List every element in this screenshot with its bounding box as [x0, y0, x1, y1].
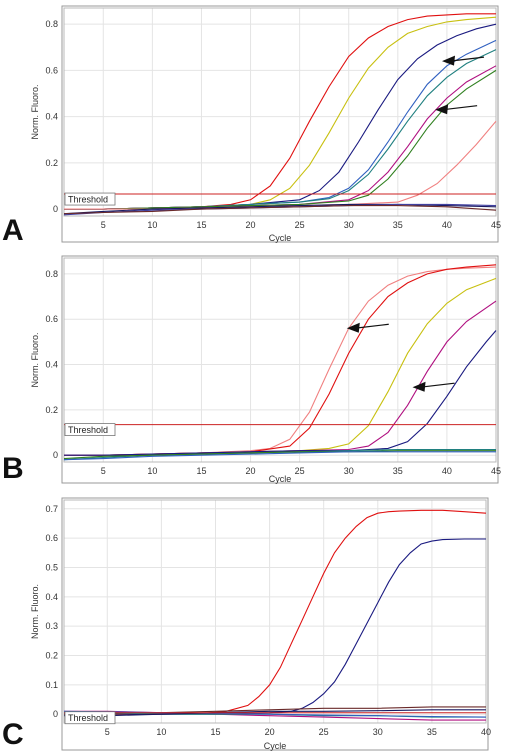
x-tick-label: 35 — [393, 220, 403, 230]
y-tick-label: 0.6 — [45, 65, 58, 75]
x-tick-label: 30 — [344, 220, 354, 230]
y-tick-label: 0.4 — [45, 360, 58, 370]
y-tick-label: 0.8 — [45, 269, 58, 279]
x-tick-label: 15 — [210, 727, 220, 737]
series-line-7 — [63, 450, 496, 460]
y-tick-label: 0 — [53, 450, 58, 460]
arrow-head — [346, 322, 360, 333]
y-tick-label: 0.4 — [45, 112, 58, 122]
chart-panel-a: 5 10 15 20 25 30 35 40 45 0 0.2 0.4 0.6 0.8 Cycle Norm.… — [30, 5, 501, 243]
y-tick-label: 0.7 — [45, 504, 58, 514]
annotation-arrow — [442, 55, 485, 66]
x-tick-label: 35 — [393, 466, 403, 476]
x-axis-label: Cycle — [269, 474, 292, 484]
x-tick-label: 20 — [246, 466, 256, 476]
chart-panel-b: 5 10 15 20 25 30 35 40 45 0 0.2 0.4 0.6 0.8 Cycle Norm.… — [30, 255, 501, 484]
annotation-arrow — [412, 381, 455, 392]
x-tick-label: 25 — [295, 466, 305, 476]
chart-frame — [61, 255, 499, 484]
x-tick-label: 35 — [427, 727, 437, 737]
y-axis-label: Norm. Fluoro. — [30, 332, 40, 387]
x-tick-label: 5 — [105, 727, 110, 737]
y-axis-label: Norm. Fluoro. — [30, 84, 40, 139]
arrow-shaft — [449, 56, 485, 62]
annotation-arrow — [346, 322, 389, 333]
x-tick-label: 40 — [442, 220, 452, 230]
y-tick-label: 0.8 — [45, 19, 58, 29]
x-tick-label: 10 — [147, 220, 157, 230]
annotation-arrow — [435, 104, 478, 115]
y-tick-label: 0.4 — [45, 592, 58, 602]
x-tick-label: 10 — [147, 466, 157, 476]
x-tick-label: 30 — [373, 727, 383, 737]
threshold-label-box — [64, 423, 116, 437]
plot-area — [63, 257, 497, 463]
series-line-9 — [63, 203, 497, 215]
series-line-5 — [64, 330, 497, 456]
threshold-label: Threshold — [68, 425, 108, 435]
x-axis-label: Cycle — [269, 233, 292, 243]
arrow-shaft — [354, 323, 389, 329]
panel-label-c: C — [2, 718, 24, 751]
y-tick-label: 0 — [53, 709, 58, 719]
arrow-shaft — [443, 105, 478, 111]
panel-label-a: A — [2, 214, 24, 247]
series-line-6 — [63, 710, 487, 718]
panel-label-b: B — [2, 452, 24, 485]
arrow-head — [435, 104, 449, 115]
y-tick-label: 0.3 — [45, 621, 58, 631]
x-tick-label: 10 — [156, 727, 166, 737]
arrow-shaft — [420, 382, 455, 388]
arrow-head — [412, 381, 426, 392]
x-tick-label: 25 — [295, 220, 305, 230]
y-axis-label: Norm. Fluoro. — [30, 584, 40, 639]
threshold-label: Threshold — [68, 713, 108, 723]
x-tick-label: 20 — [265, 727, 275, 737]
y-tick-label: 0.1 — [45, 680, 58, 690]
x-tick-label: 40 — [481, 727, 491, 737]
series-line-7 — [64, 709, 486, 717]
x-tick-label: 5 — [101, 466, 106, 476]
threshold-label: Threshold — [68, 195, 108, 205]
x-tick-label: 15 — [196, 220, 206, 230]
x-tick-label: 30 — [344, 466, 354, 476]
y-tick-label: 0.6 — [45, 314, 58, 324]
y-tick-label: 0 — [53, 204, 58, 214]
x-tick-label: 40 — [442, 466, 452, 476]
y-tick-label: 0.2 — [45, 405, 58, 415]
x-tick-label: 45 — [491, 466, 501, 476]
x-tick-label: 45 — [491, 220, 501, 230]
x-axis-label: Cycle — [264, 741, 287, 751]
threshold-label-box — [64, 192, 116, 206]
series-line-11 — [63, 205, 497, 215]
chart-frame — [61, 497, 489, 751]
x-tick-label: 15 — [196, 466, 206, 476]
series-line-8 — [63, 451, 496, 461]
y-tick-label: 0.5 — [45, 562, 58, 572]
x-tick-label: 20 — [246, 220, 256, 230]
arrow-head — [442, 55, 455, 66]
chart-panel-c: 5 10 15 20 25 30 35 40 0 0.1 0.2 0.3 0.4 0.5 0.6 0.7 Cyc… — [30, 497, 491, 751]
plot-area — [63, 7, 497, 217]
x-tick-label: 25 — [319, 727, 329, 737]
x-tick-label: 5 — [101, 220, 106, 230]
y-tick-label: 0.6 — [45, 533, 58, 543]
y-tick-label: 0.2 — [45, 158, 58, 168]
threshold-label-box — [64, 711, 116, 725]
y-tick-label: 0.2 — [45, 651, 58, 661]
plot-area — [63, 499, 487, 724]
